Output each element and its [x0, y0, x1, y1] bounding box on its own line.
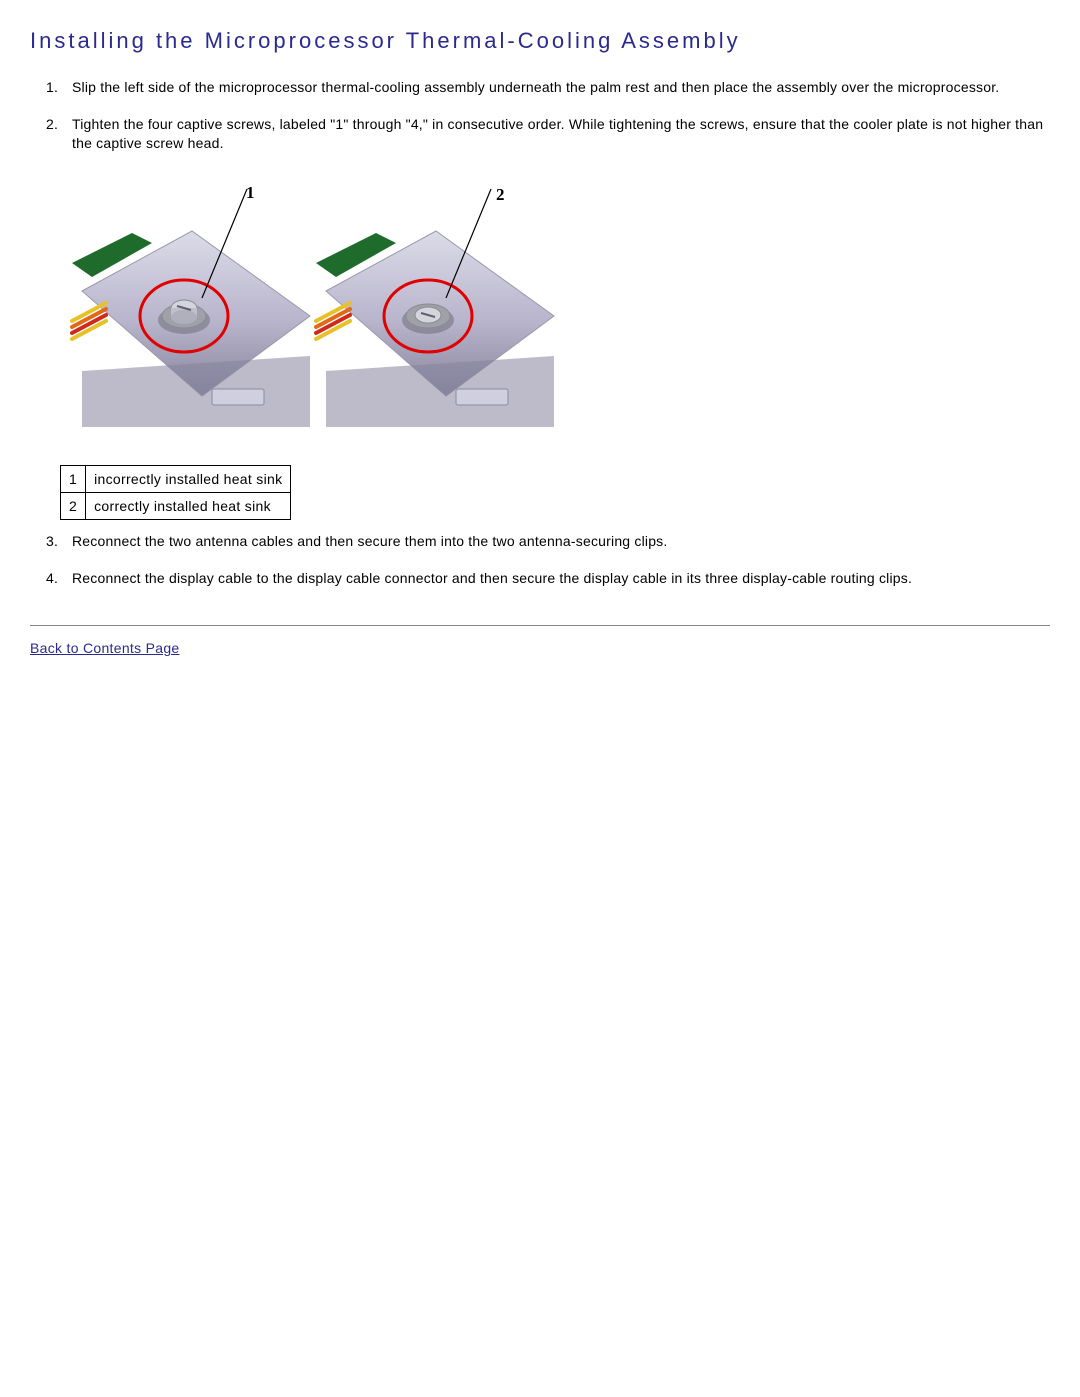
- legend-table: 1 incorrectly installed heat sink 2 corr…: [60, 465, 291, 520]
- legend-text: correctly installed heat sink: [86, 492, 291, 519]
- legend-num: 1: [61, 465, 86, 492]
- figure-block: 1 2: [72, 183, 562, 427]
- step-list: Slip the left side of the microprocessor…: [30, 78, 1050, 153]
- heat-sink-image-correct: [316, 221, 554, 427]
- section-divider: [30, 625, 1050, 626]
- heat-sink-image-incorrect: [72, 221, 310, 427]
- figure-label-1: 1: [246, 183, 255, 203]
- page-title: Installing the Microprocessor Thermal-Co…: [30, 28, 1050, 54]
- figure-label-2: 2: [496, 185, 505, 205]
- table-row: 1 incorrectly installed heat sink: [61, 465, 291, 492]
- legend-text: incorrectly installed heat sink: [86, 465, 291, 492]
- step-item: Reconnect the display cable to the displ…: [72, 569, 1050, 588]
- legend-num: 2: [61, 492, 86, 519]
- figure-images: [72, 221, 562, 427]
- back-to-contents-link[interactable]: Back to Contents Page: [30, 640, 180, 656]
- step-item: Reconnect the two antenna cables and the…: [72, 532, 1050, 551]
- figure-labels: 1 2: [72, 183, 562, 221]
- step-item: Slip the left side of the microprocessor…: [72, 78, 1050, 97]
- table-row: 2 correctly installed heat sink: [61, 492, 291, 519]
- step-list-continued: Reconnect the two antenna cables and the…: [30, 532, 1050, 588]
- step-item: Tighten the four captive screws, labeled…: [72, 115, 1050, 153]
